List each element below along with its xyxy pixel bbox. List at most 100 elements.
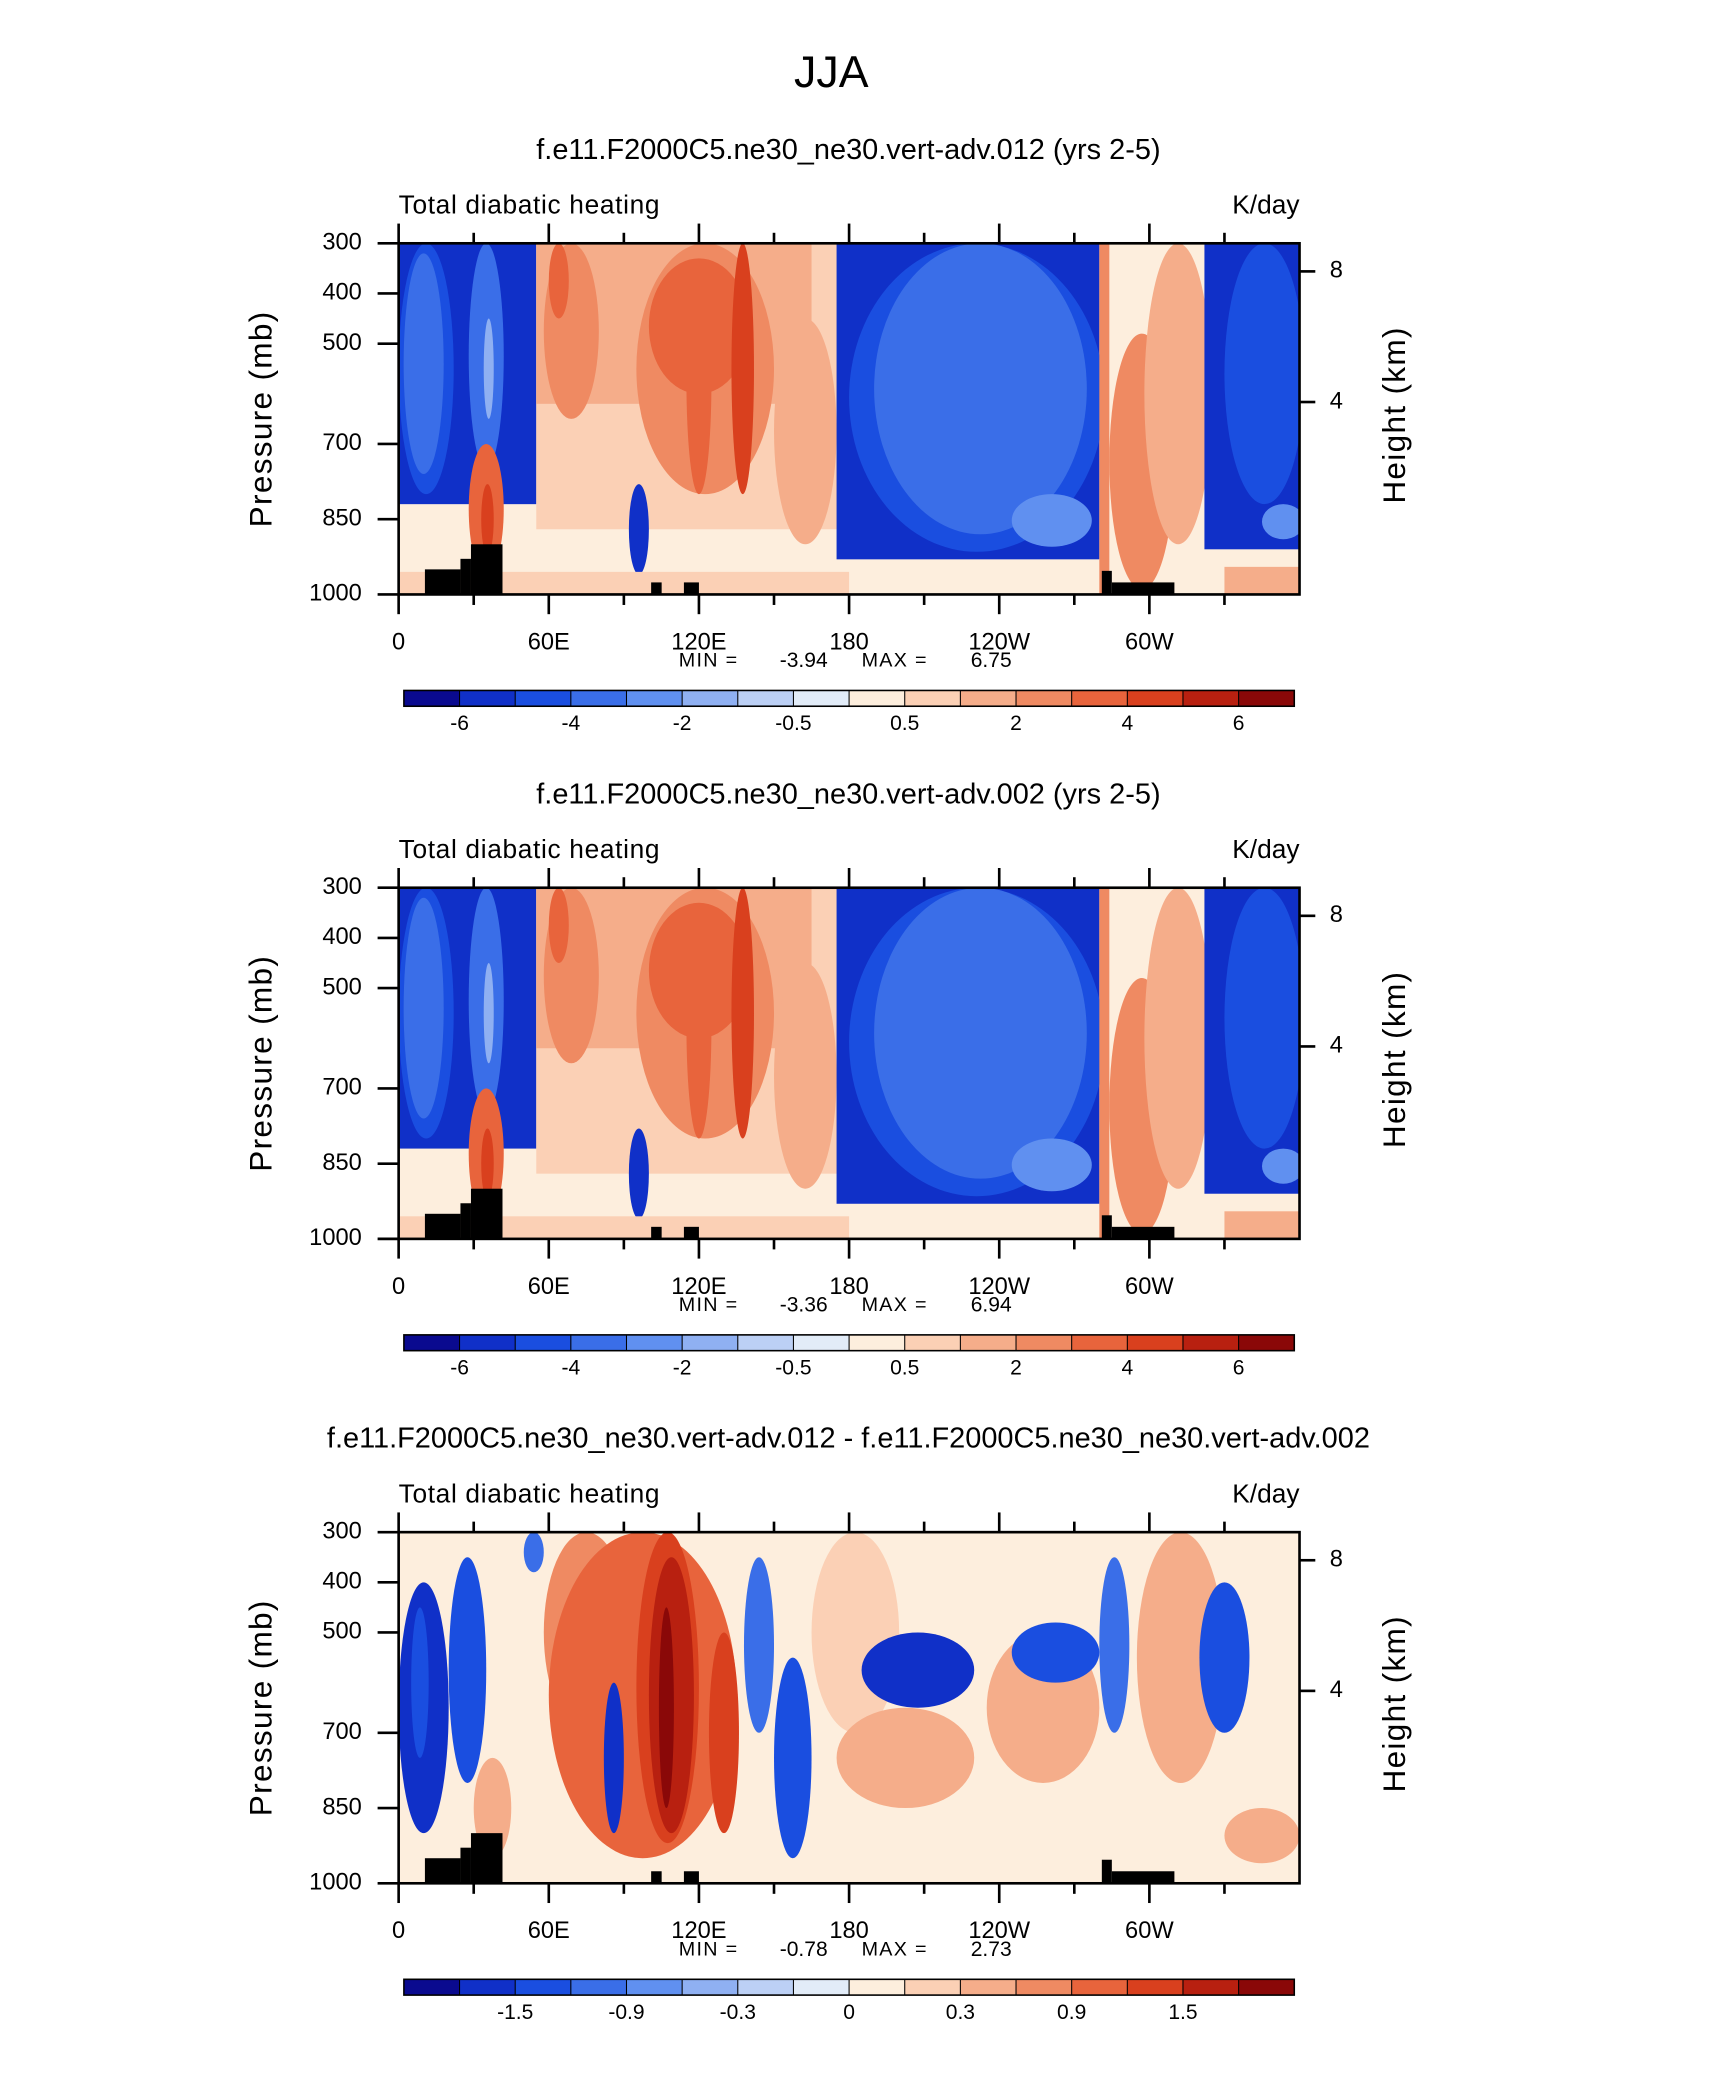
x-tick-label: 60W: [1125, 1274, 1174, 1300]
colorbar-label: 2: [1010, 1357, 1022, 1380]
x-tick-label: 60E: [528, 629, 570, 655]
contour-band: [403, 253, 444, 475]
contour-band: [874, 243, 1087, 535]
max-label: MAX =: [862, 650, 928, 672]
colorbar-label: 4: [1121, 712, 1133, 735]
y-tick-label: 850: [322, 1150, 361, 1176]
colorbar-box: [960, 1334, 1017, 1351]
max-value: 6.94: [971, 1294, 1012, 1317]
colorbar-label: -0.5: [775, 1357, 811, 1380]
contour-band: [774, 1657, 812, 1859]
y2-axis-label: Height (km): [1376, 1615, 1412, 1793]
colorbar-box: [1016, 1334, 1073, 1351]
colorbar-box: [1127, 1334, 1184, 1351]
topography: [683, 1226, 699, 1239]
colorbar-label: 0.5: [890, 1357, 919, 1380]
colorbar-label: -0.3: [720, 2001, 756, 2024]
contour-band: [836, 1707, 975, 1809]
min-value: -3.36: [780, 1294, 828, 1317]
colorbar-label: -6: [450, 1357, 469, 1380]
topography: [1111, 582, 1175, 595]
colorbar-box: [904, 1979, 961, 1996]
topography: [1101, 570, 1112, 595]
colorbar-label: -4: [561, 712, 580, 735]
contour-band: [481, 1128, 494, 1199]
y-tick-label: 400: [322, 924, 361, 950]
x-tick-label: 120E: [671, 1918, 726, 1944]
topography: [651, 582, 662, 595]
contour-band: [1224, 243, 1300, 505]
topography: [683, 1871, 699, 1884]
min-value: -0.78: [780, 1938, 828, 1961]
colorbar-box: [960, 1979, 1017, 1996]
x-tick-label: 60E: [528, 1918, 570, 1944]
colorbar-box: [459, 1979, 516, 1996]
colorbar-box: [682, 1334, 739, 1351]
y-axis-label: Pressure (mb): [243, 1599, 279, 1816]
contour-band: [1199, 1582, 1250, 1733]
contour-band: [483, 962, 494, 1064]
topography: [683, 582, 699, 595]
y-tick-label: 700: [322, 430, 361, 456]
min-label: MIN =: [679, 1294, 739, 1316]
contour-band: [1099, 887, 1110, 1239]
y-axis-label: Pressure (mb): [243, 310, 279, 527]
x-tick-label: 180: [829, 1274, 868, 1300]
y2-tick-label: 8: [1330, 902, 1343, 928]
panel-title: f.e11.F2000C5.ne30_ne30.vert-adv.002 (yr…: [536, 778, 1160, 810]
y-tick-label: 850: [322, 1794, 361, 1820]
contour-band: [658, 1607, 674, 1809]
topography: [460, 558, 471, 595]
colorbar-label: -0.5: [775, 712, 811, 735]
colorbar-label: -6: [450, 712, 469, 735]
contour-band: [1261, 1148, 1300, 1184]
colorbar-label: 0.3: [946, 2001, 975, 2024]
colorbar-box: [626, 1979, 683, 1996]
x-tick-label: 120W: [968, 629, 1030, 655]
contour-field: [398, 1532, 1300, 1884]
colorbar-box: [1071, 690, 1128, 707]
colorbar-box: [459, 1334, 516, 1351]
colorbar-box: [1016, 690, 1073, 707]
contour-band: [743, 1557, 775, 1733]
y-axis-label: Pressure (mb): [243, 955, 279, 1172]
topography: [470, 544, 503, 595]
colorbar-label: 0.5: [890, 712, 919, 735]
colorbar-box: [904, 1334, 961, 1351]
topography: [651, 1871, 662, 1884]
y-tick-label: 700: [322, 1719, 361, 1745]
contour-field: [398, 887, 1300, 1239]
contour-band: [448, 1557, 487, 1783]
contour-band: [811, 1532, 900, 1733]
subtitle-right: K/day: [1232, 834, 1300, 864]
y2-tick-label: 4: [1330, 388, 1343, 414]
colorbar-box: [1238, 1334, 1295, 1351]
contour-band: [1224, 1808, 1300, 1864]
contour-band: [1224, 1211, 1300, 1239]
topography: [460, 1847, 471, 1884]
max-value: 2.73: [971, 1938, 1012, 1961]
y-tick-label: 300: [322, 874, 361, 900]
colorbar-box: [1127, 1979, 1184, 1996]
contour-band: [686, 912, 712, 1139]
x-tick-label: 60E: [528, 1274, 570, 1300]
colorbar-box: [849, 690, 906, 707]
colorbar-box: [1182, 690, 1240, 707]
colorbar-label: -0.9: [608, 2001, 644, 2024]
colorbar-box: [737, 690, 794, 707]
y-tick-label: 400: [322, 280, 361, 306]
x-tick-label: 0: [392, 1918, 405, 1944]
colorbar-box: [459, 690, 516, 707]
max-label: MAX =: [862, 1939, 928, 1961]
subtitle-left: Total diabatic heating: [399, 189, 661, 219]
x-tick-label: 120W: [968, 1274, 1030, 1300]
topography: [651, 1226, 662, 1239]
contour-band: [731, 887, 754, 1139]
y-tick-label: 700: [322, 1075, 361, 1101]
contour-band: [483, 318, 494, 419]
contour-band: [398, 571, 850, 595]
contour-band: [1144, 887, 1212, 1189]
colorbar-label: -1.5: [497, 2001, 533, 2024]
colorbar-box: [849, 1979, 906, 1996]
